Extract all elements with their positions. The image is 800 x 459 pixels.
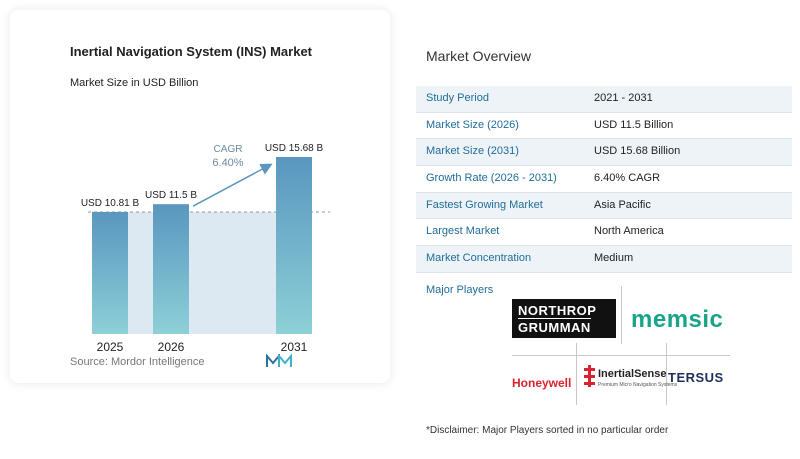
data-label-2025: USD 10.81 B [81, 198, 140, 209]
overview-label: Largest Market [426, 225, 500, 238]
data-label-2031: USD 15.68 B [265, 143, 324, 154]
overview-label: Market Size (2031) [426, 145, 519, 158]
overview-value: 2021 - 2031 [594, 92, 653, 104]
overview-value: Asia Pacific [594, 198, 651, 211]
bar-2025 [92, 211, 128, 334]
northrop-grumman-logo: NORTHROP GRUMMAN [512, 299, 616, 338]
x-tick-2026: 2026 [158, 340, 185, 354]
overview-row: Market Size (2026) USD 11.5 Billion [416, 113, 792, 140]
bar-2031 [276, 157, 312, 334]
source-text: Source: Mordor Intelligence [70, 356, 205, 368]
logo-divider [512, 355, 730, 356]
overview-row: Fastest Growing Market Asia Pacific [416, 192, 792, 220]
cagr-label: CAGR [214, 144, 243, 155]
mordor-logo-icon [266, 354, 292, 367]
overview-value: USD 11.5 Billion [594, 118, 674, 131]
disclaimer-text: *Disclaimer: Major Players sorted in no … [426, 425, 669, 436]
tersus-logo: TERSUS [668, 370, 724, 385]
overview-label: Fastest Growing Market [426, 198, 543, 211]
data-label-2026: USD 11.5 B [145, 190, 197, 201]
inertialsense-tagline: Premium Micro Navigation Systems [598, 382, 678, 388]
overview-row: Market Size (2031) USD 15.68 Billion [416, 139, 792, 167]
chart-subtitle: Market Size in USD Billion [70, 77, 199, 89]
cagr-value: 6.40% [212, 157, 243, 169]
overview-value: USD 15.68 Billion [594, 145, 681, 158]
overview-row: Largest Market North America [416, 219, 792, 247]
overview-table: Study Period 2021 - 2031 Market Size (202… [416, 86, 792, 273]
x-tick-2031: 2031 [281, 340, 308, 354]
overview-label: Market Concentration [426, 252, 532, 265]
northrop-logo-line1: NORTHROP [518, 303, 597, 318]
x-tick-2025: 2025 [97, 340, 124, 354]
overview-row: Growth Rate (2026 - 2031) 6.40% CAGR [416, 166, 792, 193]
northrop-logo-line2: GRUMMAN [518, 318, 591, 335]
bar-2026 [153, 204, 189, 334]
overview-label: Market Size (2026) [426, 118, 519, 131]
logo-divider [621, 286, 622, 344]
logo-divider [666, 343, 667, 405]
overview-label: Study Period [426, 92, 489, 104]
inertialsense-logo: InertialSense Premium Micro Navigation S… [580, 362, 677, 392]
inertialsense-name: InertialSense [598, 368, 667, 380]
overview-value: Medium [594, 252, 634, 265]
overview-label: Growth Rate (2026 - 2031) [426, 172, 557, 185]
chart-title: Inertial Navigation System (INS) Market [70, 44, 313, 59]
logo-divider [576, 343, 577, 405]
major-players-title: Major Players [426, 284, 494, 296]
overview-row: Market Concentration Medium [416, 246, 792, 273]
bar-chart: USD 10.81 B 2025 USD 11.5 B 2026 USD 15.68 B… [81, 143, 330, 354]
memsic-logo: memsic [631, 306, 724, 333]
overview-title: Market Overview [426, 48, 532, 64]
overview-row: Study Period 2021 - 2031 [416, 86, 792, 113]
cagr-arrow [192, 163, 273, 207]
overview-value: 6.40% CAGR [594, 172, 661, 185]
honeywell-logo: Honeywell [512, 376, 572, 390]
overview-value: North America [594, 225, 664, 238]
inertialsense-mark-icon [584, 365, 595, 387]
